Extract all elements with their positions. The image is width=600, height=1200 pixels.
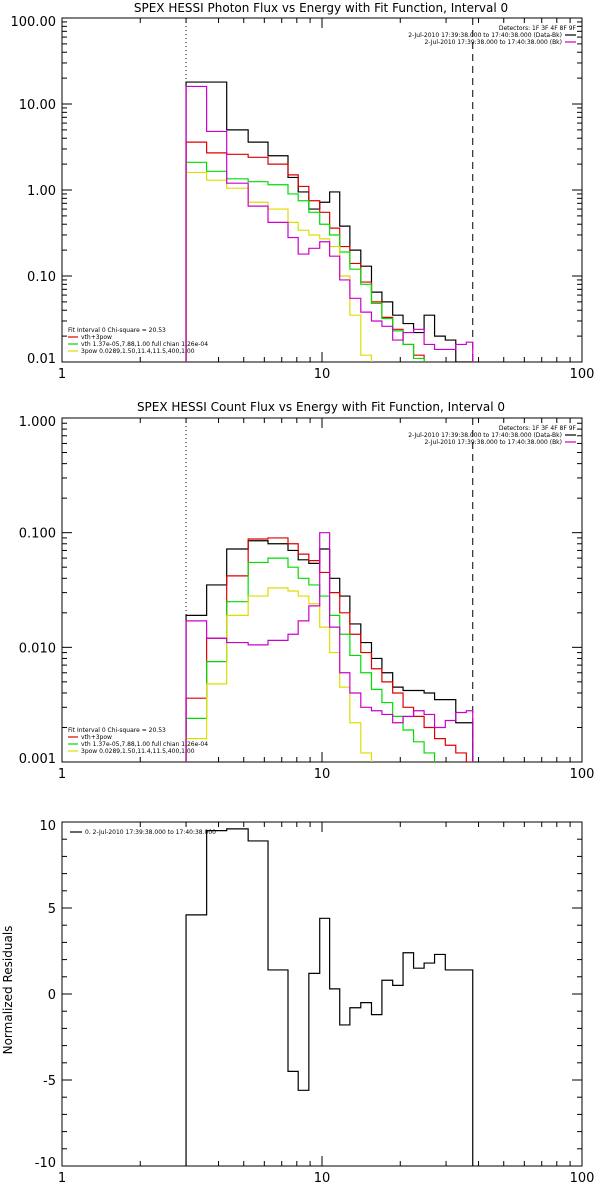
count-panel-title: SPEX HESSI Count Flux vs Energy with Fit… xyxy=(137,400,505,414)
legend-header: Fit Interval 0 Chi-square = 20.53 xyxy=(68,727,166,734)
legend-entry-text: vth 1.37e-05,7.88,1.00 full chian 1.26e-… xyxy=(81,741,208,748)
plot-frame xyxy=(61,17,583,363)
series-line-vth xyxy=(185,557,436,762)
y-tick-label: 0.100 xyxy=(19,527,56,542)
series-line-3pow xyxy=(185,587,373,762)
y-tick-label: 0.001 xyxy=(19,752,56,767)
legend-entry-text: 2-Jul-2010 17:39:38.000 to 17:40:38.000 … xyxy=(424,439,562,446)
y-tick-label: 5 xyxy=(48,902,56,917)
y-tick-label: 0.10 xyxy=(27,270,56,285)
y-tick-label: 0 xyxy=(48,988,56,1003)
y-tick-label: 0.010 xyxy=(19,641,56,656)
series-line-bk xyxy=(185,85,474,362)
x-tick-label: 1 xyxy=(58,367,66,382)
series-line-3pow xyxy=(185,171,373,362)
legend-header: Detectors: 1F 3F 4F 8F 9F xyxy=(499,425,577,432)
legend-header: Detectors: 1F 3F 4F 8F 9F xyxy=(499,25,577,32)
y-tick-label: 1.000 xyxy=(19,415,56,430)
y-tick-label: -5 xyxy=(43,1074,56,1089)
legend-entry-text: 2-Jul-2010 17:39:38.000 to 17:40:38.000 … xyxy=(408,32,562,39)
series-line-vth xyxy=(185,161,425,362)
legend-entry-text: 3pow 0.0289,1.50,11.4,11.5,400,1.00 xyxy=(81,748,195,755)
x-tick-label: 100 xyxy=(570,1171,595,1186)
y-tick-label: 100.00 xyxy=(11,15,57,30)
x-tick-label: 1 xyxy=(58,1171,66,1186)
x-tick-label: 100 xyxy=(570,767,595,782)
series-line-vth-3pow xyxy=(185,537,474,762)
y-tick-label: 0.01 xyxy=(27,352,56,367)
legend-entry-text: 2-Jul-2010 17:39:38.000 to 17:40:38.000 … xyxy=(408,432,562,439)
x-tick-label: 10 xyxy=(314,1171,331,1186)
x-tick-label: 10 xyxy=(314,367,331,382)
legend-entry-text: 0. 2-Jul-2010 17:39:38.000 to 17:40:38.0… xyxy=(85,829,216,836)
series-line-data-bk xyxy=(185,540,474,762)
legend-entry-text: 2-Jul-2010 17:39:38.000 to 17:40:38.000 … xyxy=(424,39,562,46)
photon-flux-panel: SPEX HESSI Photon Flux vs Energy with Fi… xyxy=(11,1,595,382)
legend-entry-text: vth+3pow xyxy=(81,334,112,341)
residuals-ylabel: Normalized Residuals xyxy=(1,926,15,1055)
y-tick-label: 10 xyxy=(39,819,56,834)
plot-frame xyxy=(61,417,583,763)
residuals-panel: Normalized Residuals 1 10 100 -10 -5 0 5 10 0. 2… xyxy=(1,819,595,1186)
series-line-residuals xyxy=(185,828,474,1166)
y-tick-label: 10.00 xyxy=(19,98,56,113)
x-tick-label: 100 xyxy=(570,367,595,382)
legend-header: Fit Interval 0 Chi-square = 20.53 xyxy=(68,327,166,334)
legend-entry-text: 3pow 0.0289,1.50,11.4,11.5,400,1.00 xyxy=(81,348,195,355)
legend-entry-text: vth+3pow xyxy=(81,734,112,741)
count-flux-panel: SPEX HESSI Count Flux vs Energy with Fit… xyxy=(19,400,595,782)
y-tick-label: 1.00 xyxy=(27,184,56,199)
photon-panel-title: SPEX HESSI Photon Flux vs Energy with Fi… xyxy=(134,1,508,15)
plot-frame xyxy=(61,821,583,1167)
series-line-data-bk xyxy=(185,81,474,362)
x-tick-label: 10 xyxy=(314,767,331,782)
legend-entry-text: vth 1.37e-05,7.88,1.00 full chian 1.26e-… xyxy=(81,341,208,348)
series-line-vth-3pow xyxy=(185,141,425,362)
y-tick-label: -10 xyxy=(35,1156,56,1171)
series-line-bk xyxy=(185,532,474,762)
x-tick-label: 1 xyxy=(58,767,66,782)
